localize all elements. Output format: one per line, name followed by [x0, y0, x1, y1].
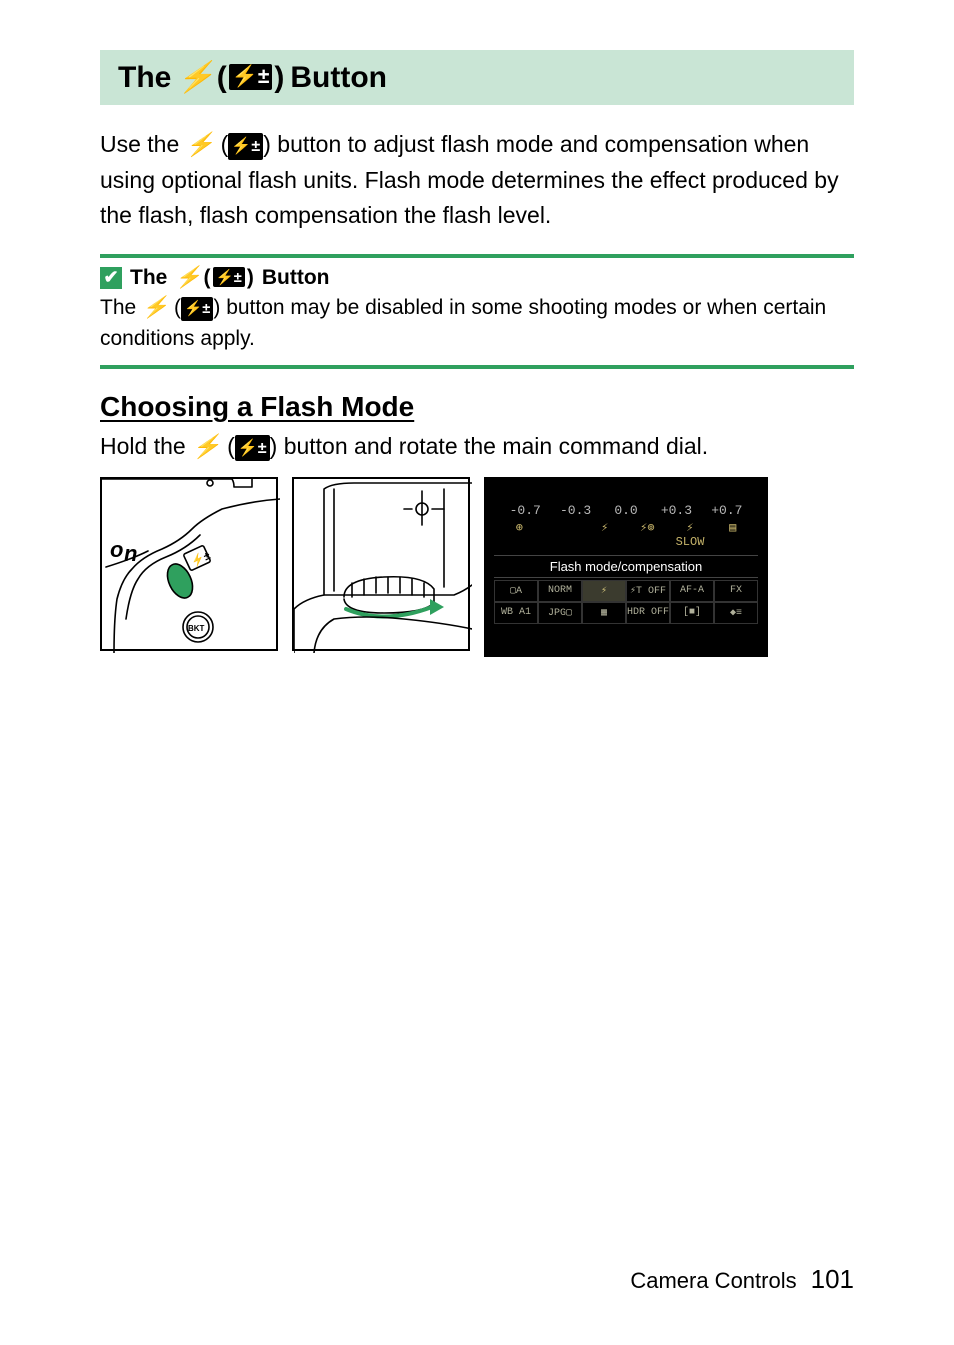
flash-comp-icon: ⚡± [181, 297, 213, 321]
lcd-cell: FX [714, 580, 758, 602]
lcd-cell: AF-A [670, 580, 714, 602]
flash-icon: ⚡ [142, 292, 168, 324]
flash-icon: ⚡ [175, 266, 201, 290]
note-title-prefix: The [130, 266, 167, 290]
lcd-cell: WB A1 [494, 602, 538, 624]
lcd-readout: -0.7 -0.3 0.0 +0.3 +0.7 ⊕ ⚡ ⚡⊚ ⚡ SLOW ▤ … [484, 477, 768, 657]
svg-text:BKT: BKT [188, 624, 205, 633]
command-dial-illustration [292, 477, 470, 651]
lcd-cell: ⚡ [582, 580, 626, 602]
lcd-icon: ▤ [711, 520, 754, 549]
scale-val: -0.7 [500, 503, 550, 518]
flash-icon: ⚡ [192, 429, 221, 464]
flash-comp-icon: ⚡± [229, 64, 273, 90]
sec-t2: ( [221, 433, 235, 459]
scale-val: 0.0 [601, 503, 651, 518]
section-body: Hold the ⚡ (⚡±) button and rotate the ma… [100, 429, 854, 464]
flash-comp-icon: ⚡± [213, 267, 245, 287]
svg-text:o: o [110, 537, 123, 562]
note-box: ✔ The ⚡ ( ⚡± ) Button The ⚡ (⚡±) button … [100, 254, 854, 369]
lcd-grid: ▢A NORM ⚡ ⚡T OFF AF-A FX WB A1 JPG▢ ▦ HD… [494, 580, 758, 624]
flash-button-icon: ⚡ ( ⚡± ) [175, 266, 254, 290]
sec-t1: Hold the [100, 433, 192, 459]
lcd-icon: ⊕ [498, 520, 541, 549]
lcd-icon: ⚡⊚ [626, 520, 669, 549]
lcd-cell: ▦ [582, 602, 626, 624]
lcd-icon: ⚡ [583, 520, 626, 549]
flash-icon: ⚡ [186, 127, 215, 163]
page-title: The ⚡ ( ⚡± ) Button [118, 60, 836, 95]
svg-text:⚡±: ⚡± [189, 549, 212, 569]
lcd-icon: ⚡ SLOW [669, 520, 712, 549]
title-bar: The ⚡ ( ⚡± ) Button [100, 50, 854, 105]
lcd-cell: ◆≡ [714, 602, 758, 624]
lcd-banner: Flash mode/compensation [494, 555, 758, 578]
lcd-cell: HDR OFF [626, 602, 670, 624]
note-t2: ( [168, 296, 181, 319]
intro-t2: ( [214, 131, 228, 157]
paren-close: ) [274, 61, 284, 95]
scale-val: -0.3 [550, 503, 600, 518]
note-body: The ⚡ (⚡±) button may be disabled in som… [100, 292, 854, 355]
intro-t1: Use the [100, 131, 186, 157]
lcd-cell: [■] [670, 602, 714, 624]
page-footer: Camera Controls 101 [630, 1264, 854, 1295]
lcd-icon [541, 520, 584, 549]
title-suffix: Button [290, 61, 387, 95]
note-title: ✔ The ⚡ ( ⚡± ) Button [100, 266, 854, 290]
camera-front-illustration: o n ⚡± BKT [100, 477, 278, 651]
flash-button-icon: ⚡ ( ⚡± ) [177, 60, 284, 95]
lcd-cell: JPG▢ [538, 602, 582, 624]
flash-icon: ⚡ [177, 60, 214, 95]
footer-page-number: 101 [811, 1264, 854, 1295]
paren-open: ( [217, 61, 227, 95]
lcd-cell: ▢A [494, 580, 538, 602]
intro-paragraph: Use the ⚡ (⚡±) button to adjust flash mo… [100, 127, 854, 234]
sec-t3: ) button and rotate the main command dia… [270, 433, 709, 459]
title-prefix: The [118, 61, 171, 95]
section-heading: Choosing a Flash Mode [100, 391, 854, 423]
scale-val: +0.3 [651, 503, 701, 518]
scale-val: +0.7 [702, 503, 752, 518]
illustration-row: o n ⚡± BKT [100, 477, 854, 657]
note-t1: The [100, 296, 142, 319]
svg-text:n: n [124, 541, 137, 566]
lcd-cell: ⚡T OFF [626, 580, 670, 602]
footer-label: Camera Controls [630, 1268, 796, 1294]
flash-comp-icon: ⚡± [235, 435, 270, 461]
note-title-suffix: Button [262, 266, 330, 290]
lcd-cell: NORM [538, 580, 582, 602]
flash-comp-icon: ⚡± [228, 133, 263, 160]
lcd-icon-row: ⊕ ⚡ ⚡⊚ ⚡ SLOW ▤ [494, 518, 758, 553]
lcd-scale: -0.7 -0.3 0.0 +0.3 +0.7 [494, 503, 758, 518]
check-icon: ✔ [100, 267, 122, 289]
